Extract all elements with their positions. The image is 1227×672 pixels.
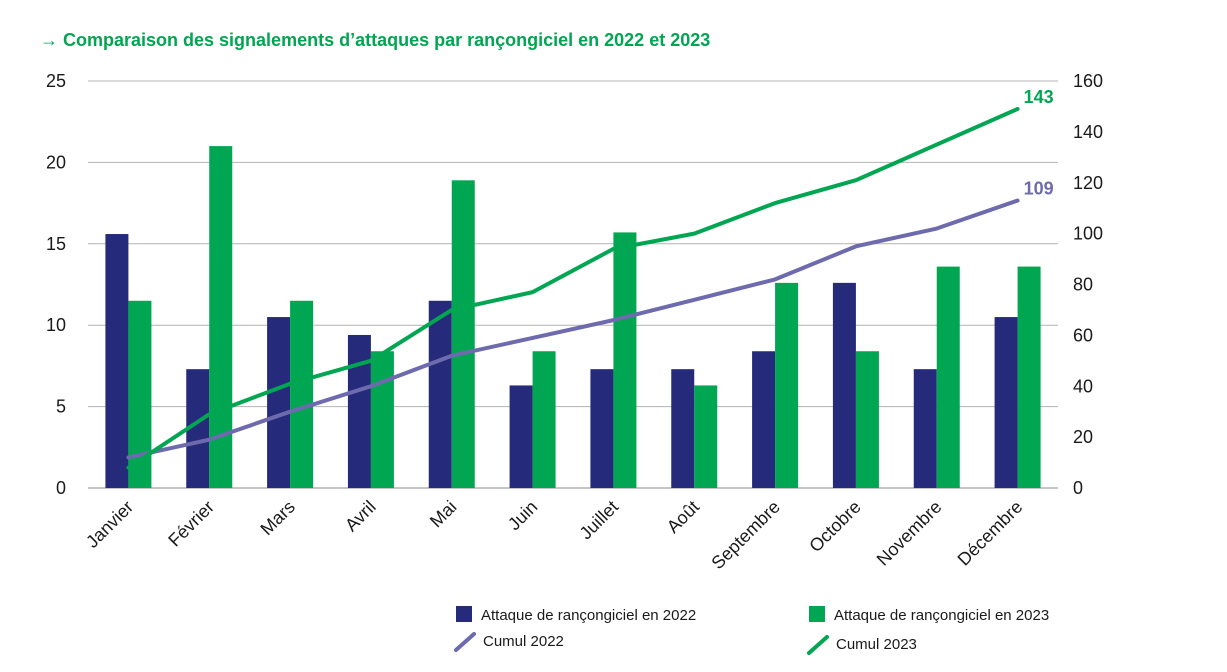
legend-label: Cumul 2023 [836,636,917,653]
legend: Attaque de rançongiciel en 2022 Attaque d… [454,606,1049,655]
bar-2022 [752,351,776,488]
right-axis-tick-label: 20 [1073,427,1093,447]
category-label: Mai [426,497,461,532]
legend-label: Cumul 2022 [483,633,564,650]
left-axis-tick-label: 25 [46,71,66,91]
legend-label: Attaque de rançongiciel en 2023 [834,607,1049,624]
category-label: Septembre [708,497,784,573]
end-label: 143 [1024,87,1054,107]
right-axis-tick-label: 0 [1073,478,1083,498]
end-label: 109 [1024,179,1054,199]
right-axis-tick-label: 120 [1073,173,1103,193]
bar-2022 [994,317,1018,488]
bar-2023 [855,351,879,488]
bar-2023 [290,300,314,488]
gridlines [88,80,1058,489]
legend-label: Attaque de rançongiciel en 2022 [481,607,696,624]
bar-2023 [209,146,233,488]
legend-swatch [807,635,829,655]
right-axis: 0 20 40 60 80 100 120 140 160 [1073,71,1103,498]
legend-swatch [809,606,825,622]
right-axis-tick-label: 160 [1073,71,1103,91]
bar-2022 [267,317,291,488]
lines [126,106,1020,470]
bar-2023 [775,282,799,488]
category-label: Janvier [82,497,137,552]
category-label: Février [164,497,218,551]
bar-2023 [451,180,475,489]
bar-2022 [509,385,533,488]
bar-2022 [671,369,695,488]
right-axis-tick-label: 40 [1073,376,1093,396]
legend-item: Cumul 2022 [454,632,564,652]
bars [105,146,1041,489]
category-label: Juillet [576,497,623,544]
left-axis-tick-label: 0 [56,478,66,498]
bar-2022 [590,369,614,488]
legend-item: Attaque de rançongiciel en 2022 [456,606,696,624]
line-cumul-2022 [126,198,1020,460]
category-labels: Janvier Février Mars Avril Mai Juin Juillet Aoû… [82,497,1026,573]
bar-2022 [186,369,210,488]
bar-2022 [832,282,856,488]
left-axis-tick-label: 5 [56,397,66,417]
legend-swatch [456,606,472,622]
legend-item: Cumul 2023 [807,635,917,655]
category-label: Août [663,497,703,537]
bar-2023 [532,351,556,488]
bar-2022 [428,300,452,488]
category-label: Juin [504,497,541,534]
bar-2022 [347,334,371,488]
right-axis-tick-label: 140 [1073,122,1103,142]
left-axis: 0 5 10 15 20 25 [46,71,66,498]
bar-2023 [1017,266,1041,488]
category-label: Octobre [805,497,864,556]
left-axis-tick-label: 10 [46,315,66,335]
chart-title: → Comparaison des signalements d’attaque… [40,30,711,50]
category-label: Décembre [954,497,1027,570]
right-axis-tick-label: 80 [1073,275,1093,295]
bar-2023 [128,300,152,488]
bar-2023 [694,385,718,488]
bar-2023 [370,351,394,488]
category-label: Novembre [873,497,946,570]
bar-2023 [936,266,960,488]
legend-swatch [454,632,476,652]
right-axis-tick-label: 100 [1073,224,1103,244]
bar-2022 [913,369,937,488]
legend-item: Attaque de rançongiciel en 2023 [809,606,1049,624]
left-axis-tick-label: 20 [46,152,66,172]
line-cumul-2023 [126,106,1020,470]
category-label: Avril [341,497,380,536]
bar-2023 [613,232,637,488]
bar-2022 [105,234,129,488]
end-labels: 143 109 [1024,87,1054,199]
right-axis-tick-label: 60 [1073,325,1093,345]
category-label: Mars [256,497,298,539]
left-axis-tick-label: 15 [46,234,66,254]
